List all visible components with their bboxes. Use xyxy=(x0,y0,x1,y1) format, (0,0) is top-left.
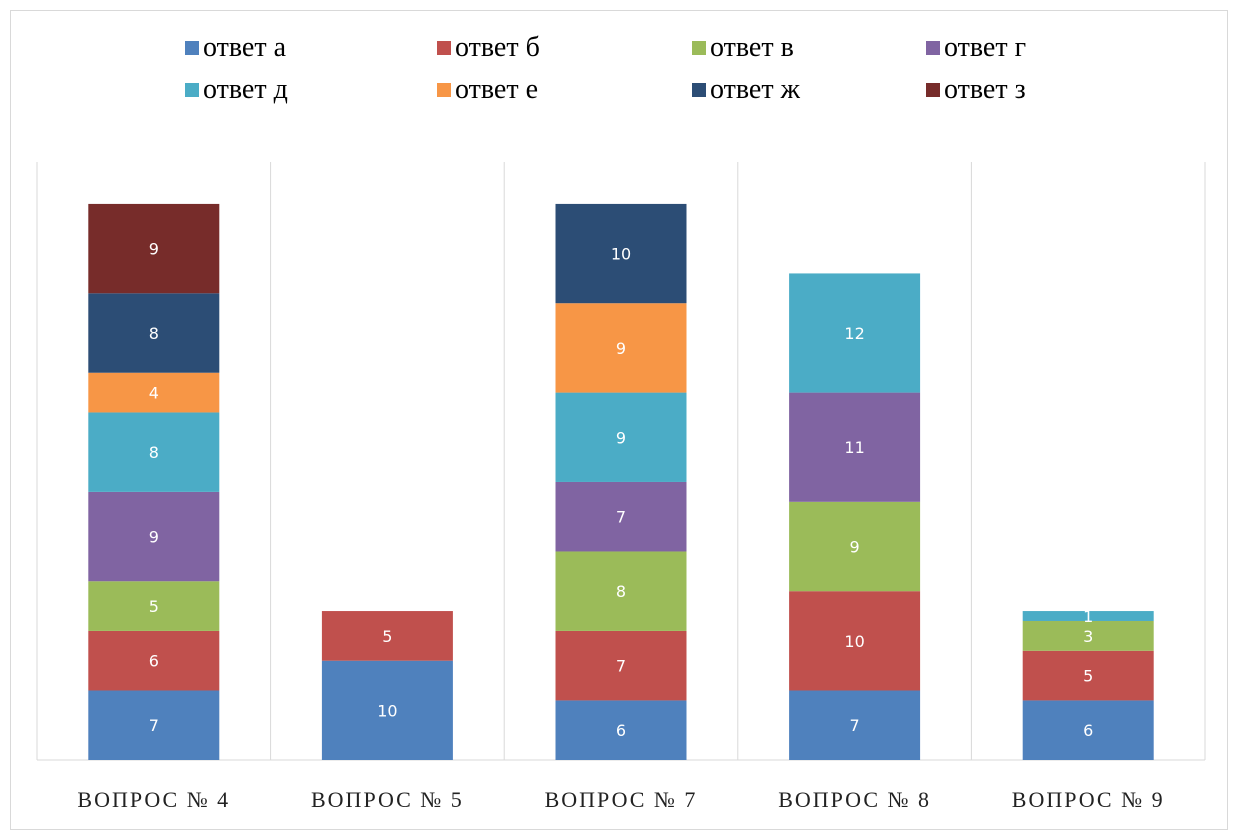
bar-segment xyxy=(88,491,220,582)
legend-label: ответ з xyxy=(944,74,1026,105)
bar-segment xyxy=(321,660,453,760)
bar-segment xyxy=(555,392,687,482)
legend-item: ответ а xyxy=(185,28,286,68)
legend-label: ответ в xyxy=(710,32,794,63)
bar-segment xyxy=(789,392,921,502)
bar-segment xyxy=(789,501,921,592)
bar-segment xyxy=(555,481,687,552)
legend-item: ответ з xyxy=(926,70,1026,110)
legend-label: ответ е xyxy=(455,74,539,105)
legend-label: ответ д xyxy=(203,74,288,105)
legend-item: ответ д xyxy=(185,70,288,110)
data-label: 9 xyxy=(616,339,626,358)
legend-item: ответ г xyxy=(926,28,1026,68)
chart-legend: ответ а ответ б ответ в ответ г ответ д ответ… xyxy=(0,28,1238,118)
data-label: 5 xyxy=(149,597,159,616)
data-label: 5 xyxy=(1083,667,1093,686)
legend-swatch xyxy=(185,41,199,55)
legend-swatch xyxy=(692,83,706,97)
data-label: 1 xyxy=(1083,607,1093,626)
category-label: ВОПРОС № 7 xyxy=(545,787,698,812)
category-label: ВОПРОС № 5 xyxy=(311,787,464,812)
data-label: 7 xyxy=(850,716,860,735)
bar-segment xyxy=(88,372,220,413)
data-label: 6 xyxy=(149,652,159,671)
legend-item: ответ ж xyxy=(692,70,800,110)
bar-segment xyxy=(789,591,921,691)
category-label: ВОПРОС № 9 xyxy=(1012,787,1165,812)
legend-item: ответ е xyxy=(437,70,538,110)
data-label: 9 xyxy=(850,538,860,557)
data-label: 6 xyxy=(1083,721,1093,740)
data-label: 11 xyxy=(844,438,864,457)
category-label: ВОПРОС № 4 xyxy=(77,787,230,812)
legend-label: ответ б xyxy=(455,32,540,63)
data-label: 9 xyxy=(149,240,159,259)
bar-segment xyxy=(88,690,220,760)
data-label: 9 xyxy=(149,528,159,547)
legend-item: ответ б xyxy=(437,28,540,68)
bar-segment xyxy=(1022,620,1154,651)
bar-segment xyxy=(1022,611,1154,621)
legend-label: ответ ж xyxy=(710,74,800,105)
legend-swatch xyxy=(185,83,199,97)
data-label: 7 xyxy=(616,657,626,676)
bar-segment xyxy=(789,690,921,760)
legend-swatch xyxy=(437,41,451,55)
data-label: 6 xyxy=(616,721,626,740)
legend-swatch xyxy=(437,83,451,97)
legend-swatch xyxy=(692,41,706,55)
data-label: 4 xyxy=(149,384,159,403)
data-label: 12 xyxy=(844,324,864,343)
bar-segment xyxy=(555,303,687,393)
legend-swatch xyxy=(926,83,940,97)
bar-segment xyxy=(88,412,220,492)
legend-item: ответ в xyxy=(692,28,794,68)
data-label: 7 xyxy=(149,716,159,735)
bar-segment xyxy=(555,551,687,631)
data-label: 10 xyxy=(611,245,631,264)
data-label: 3 xyxy=(1083,627,1093,646)
data-label: 5 xyxy=(382,627,392,646)
category-label: ВОПРОС № 8 xyxy=(778,787,931,812)
bar-segment xyxy=(1022,650,1154,701)
bar-segment xyxy=(321,611,453,661)
bar-segment xyxy=(555,630,687,701)
bar-segment xyxy=(1022,700,1154,760)
bar-segment xyxy=(88,203,220,294)
data-label: 10 xyxy=(844,632,864,651)
data-label: 9 xyxy=(616,428,626,447)
bar-segment xyxy=(88,581,220,631)
bar-segment xyxy=(555,203,687,304)
data-label: 8 xyxy=(149,324,159,343)
bar-segment xyxy=(88,293,220,373)
data-label: 10 xyxy=(377,701,397,720)
data-label: 8 xyxy=(616,582,626,601)
legend-label: ответ а xyxy=(203,32,287,63)
legend-label: ответ г xyxy=(944,32,1027,63)
data-label: 8 xyxy=(149,443,159,462)
bar-segment xyxy=(88,630,220,691)
legend-swatch xyxy=(926,41,940,55)
data-label: 7 xyxy=(616,508,626,527)
bar-segment xyxy=(789,273,921,393)
bar-segment xyxy=(555,700,687,760)
